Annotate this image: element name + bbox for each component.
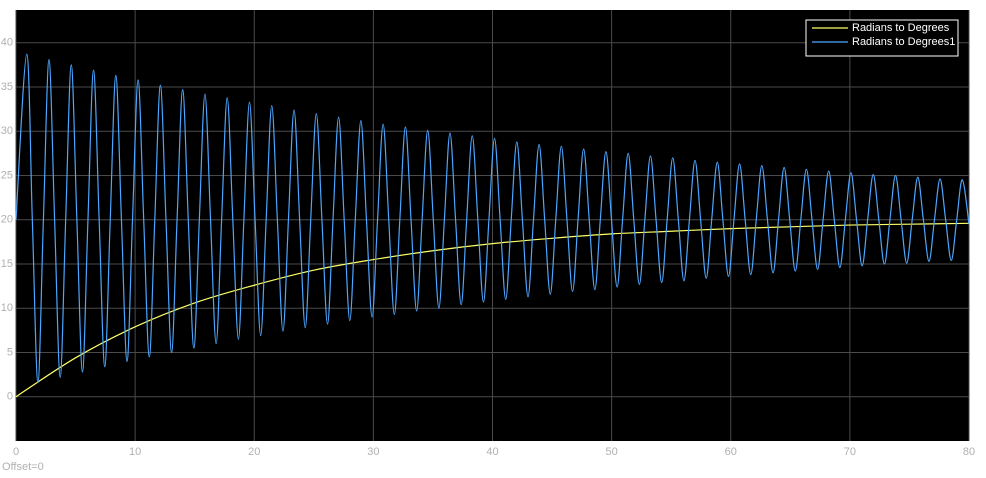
y-tick-label: 5 bbox=[7, 346, 13, 358]
y-tick-label: 35 bbox=[1, 81, 13, 93]
series-line bbox=[15, 222, 970, 398]
x-tick-label: 0 bbox=[13, 446, 19, 458]
legend-box bbox=[805, 19, 959, 57]
y-tick-label: 10 bbox=[1, 302, 13, 314]
x-tick-label: 70 bbox=[844, 446, 856, 458]
x-tick-label: 10 bbox=[129, 446, 141, 458]
x-tick-label: 80 bbox=[963, 446, 975, 458]
y-tick-label: 30 bbox=[1, 125, 13, 137]
offset-label: Offset=0 bbox=[2, 461, 44, 473]
legend-label: Radians to Degrees1 bbox=[852, 36, 955, 48]
y-tick-label: 25 bbox=[1, 169, 13, 181]
x-tick-label: 20 bbox=[248, 446, 260, 458]
y-tick-label: 0 bbox=[7, 391, 13, 403]
x-tick-label: 60 bbox=[725, 446, 737, 458]
y-tick-label: 40 bbox=[1, 37, 13, 49]
x-tick-label: 40 bbox=[486, 446, 498, 458]
x-tick-label: 50 bbox=[606, 446, 618, 458]
y-tick-label: 15 bbox=[1, 258, 13, 270]
y-tick-label: 20 bbox=[1, 214, 13, 226]
x-tick-label: 30 bbox=[367, 446, 379, 458]
legend-label: Radians to Degrees bbox=[852, 22, 950, 34]
series-line bbox=[15, 53, 970, 384]
